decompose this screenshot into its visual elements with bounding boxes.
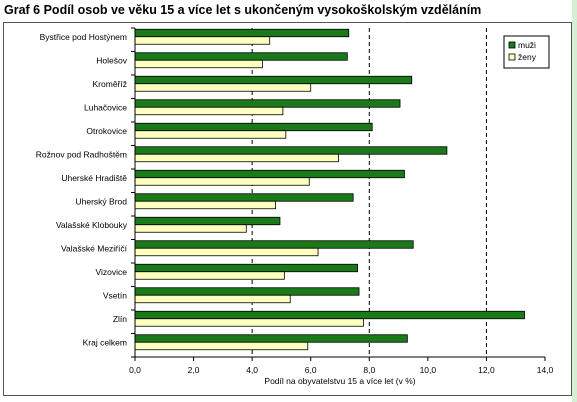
category-label: Kraj celkem xyxy=(83,337,127,347)
bar-zeny xyxy=(134,318,364,327)
bar-zeny xyxy=(134,341,309,351)
category-label: Vsetín xyxy=(103,290,127,300)
bar-muzi xyxy=(134,122,373,132)
category-label: Holešov xyxy=(96,55,127,65)
bar-zeny xyxy=(134,36,271,45)
bar-muzi xyxy=(134,334,408,343)
bar-zeny xyxy=(134,153,339,163)
legend-swatch xyxy=(508,41,516,49)
bar-muzi xyxy=(134,310,525,320)
x-tick-label: 4,0 xyxy=(246,365,258,375)
bar-muzi xyxy=(134,146,448,155)
chart-title: Graf 6 Podíl osob ve věku 15 a více let … xyxy=(4,3,482,17)
x-tick-label: 6,0 xyxy=(305,365,317,375)
legend-label: muži xyxy=(518,40,536,50)
bar-muzi xyxy=(134,99,401,108)
x-tick-label: 10,0 xyxy=(420,365,437,375)
bar-zeny xyxy=(134,224,247,233)
bar-zeny xyxy=(134,83,312,92)
bar-muzi xyxy=(134,75,413,85)
category-label: Uherský Brod xyxy=(76,196,128,206)
window-edge-strip xyxy=(572,0,577,402)
bar-muzi xyxy=(134,240,414,249)
bar-muzi xyxy=(134,52,348,61)
bar-muzi xyxy=(134,193,354,202)
category-label: Valašské Klobouky xyxy=(56,220,128,230)
x-tick-label: 8,0 xyxy=(363,365,375,375)
legend-label: ženy xyxy=(518,52,537,62)
x-tick-label: 12,0 xyxy=(478,365,495,375)
bar-muzi xyxy=(134,287,360,296)
bar-zeny xyxy=(134,130,287,139)
bar-zeny xyxy=(134,59,263,69)
category-label: Kroměříž xyxy=(93,79,127,89)
category-label: Uherské Hradiště xyxy=(61,173,127,183)
bar-zeny xyxy=(134,200,276,210)
category-label: Valašské Meziříčí xyxy=(61,243,128,253)
x-tick-label: 0,0 xyxy=(129,365,141,375)
bar-zeny xyxy=(134,294,291,304)
category-label: Bystřice pod Hostýnem xyxy=(40,32,127,42)
bar-muzi xyxy=(134,263,358,273)
bar-muzi xyxy=(134,216,281,226)
x-axis-title: Podíl na obyvatelstvu 15 a více let (v %… xyxy=(264,376,415,386)
bar-zeny xyxy=(134,271,285,280)
category-label: Zlín xyxy=(113,314,127,324)
bar-zeny xyxy=(134,106,284,116)
bar-zeny xyxy=(134,177,310,186)
category-label: Vizovice xyxy=(96,267,128,277)
bar-zeny xyxy=(134,247,319,257)
x-tick-label: 14,0 xyxy=(537,365,554,375)
legend-box xyxy=(503,35,550,69)
bar-muzi xyxy=(134,169,405,179)
category-label: Rožnov pod Radhoštěm xyxy=(36,149,127,159)
legend-swatch xyxy=(508,53,516,61)
x-tick-label: 2,0 xyxy=(188,365,200,375)
category-label: Otrokovice xyxy=(86,126,127,136)
category-label: Luhačovice xyxy=(84,102,127,112)
bar-muzi xyxy=(134,28,350,38)
